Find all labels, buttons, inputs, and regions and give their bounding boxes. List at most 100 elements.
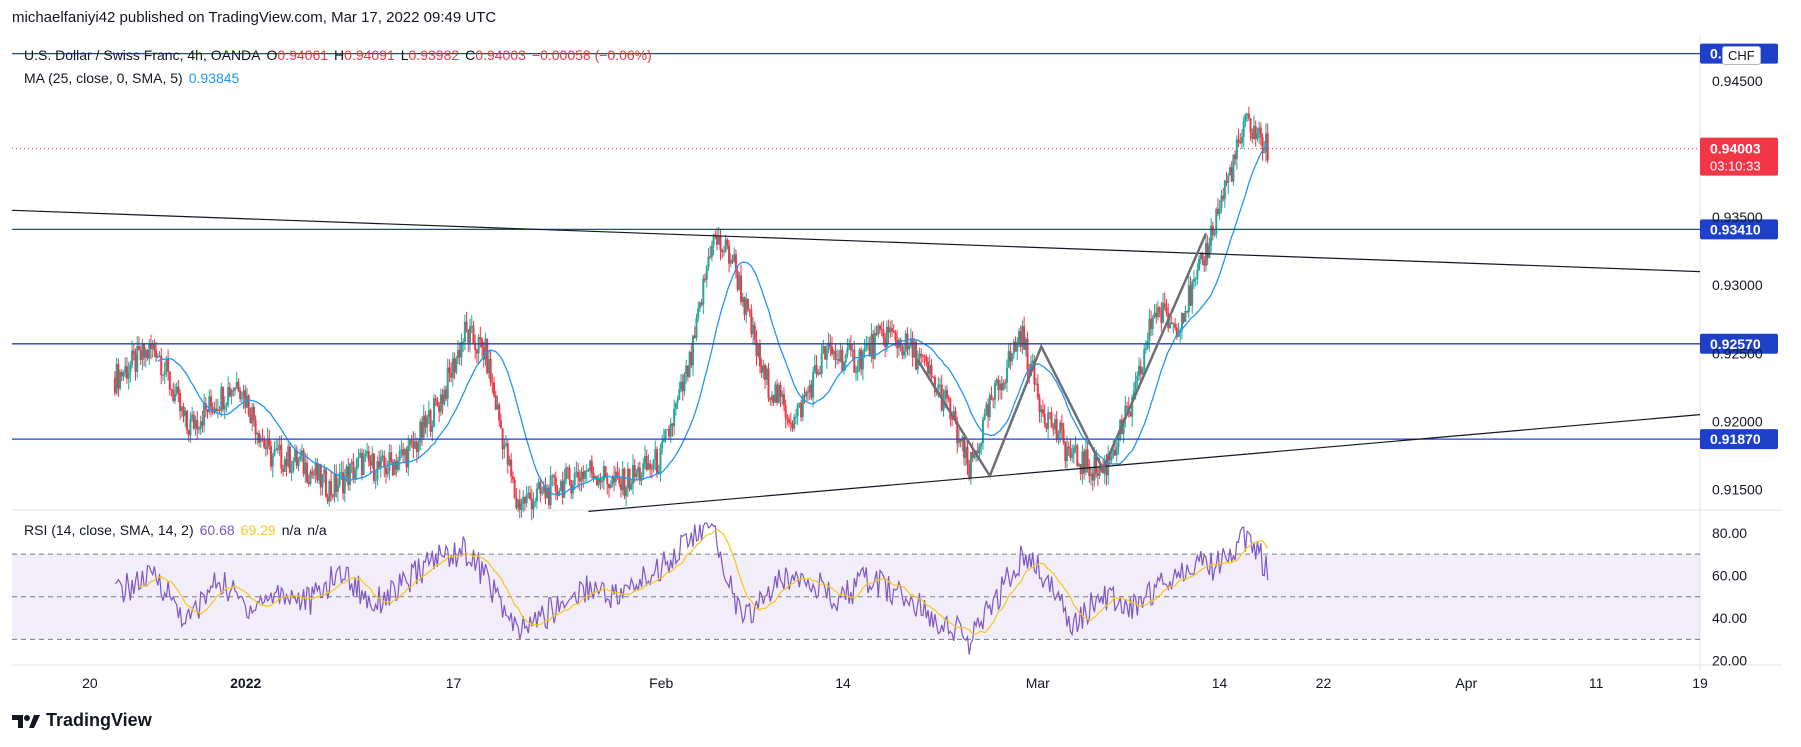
candle-body[interactable] — [642, 463, 645, 477]
candle-body[interactable] — [613, 476, 616, 483]
candle-body[interactable] — [841, 349, 844, 371]
candle-body[interactable] — [625, 487, 628, 497]
candle-body[interactable] — [969, 452, 972, 478]
candle-body[interactable] — [899, 339, 902, 347]
candle-body[interactable] — [554, 477, 557, 492]
candle-body[interactable] — [359, 452, 362, 458]
candle-body[interactable] — [1139, 365, 1142, 375]
candle-body[interactable] — [498, 404, 501, 421]
chart-pattern-drawing[interactable] — [916, 232, 1208, 479]
candle-body[interactable] — [846, 347, 849, 355]
candle-body[interactable] — [894, 332, 897, 341]
candle-body[interactable] — [1016, 343, 1019, 352]
candle-body[interactable] — [246, 395, 249, 408]
candle-body[interactable] — [167, 359, 170, 372]
candle-body[interactable] — [362, 456, 365, 475]
candle-body[interactable] — [753, 325, 756, 341]
candle-body[interactable] — [968, 464, 971, 478]
candle-body[interactable] — [414, 441, 417, 449]
candle-body[interactable] — [762, 364, 765, 373]
candle-body[interactable] — [1198, 259, 1201, 270]
candle-body[interactable] — [182, 406, 185, 417]
candle-body[interactable] — [741, 297, 744, 303]
candle-body[interactable] — [222, 387, 224, 410]
candle-body[interactable] — [1117, 439, 1120, 448]
candle-body[interactable] — [1203, 259, 1206, 266]
candle-body[interactable] — [455, 358, 458, 373]
candle-body[interactable] — [208, 396, 211, 413]
candle-body[interactable] — [1126, 406, 1129, 408]
candle-body[interactable] — [1222, 195, 1225, 200]
candle-body[interactable] — [1023, 326, 1026, 350]
candle-body[interactable] — [532, 501, 535, 510]
candle-body[interactable] — [908, 345, 911, 350]
candle-body[interactable] — [602, 466, 605, 481]
candle-body[interactable] — [300, 450, 303, 456]
candle-body[interactable] — [426, 417, 429, 428]
candle-body[interactable] — [1165, 307, 1168, 313]
candle-body[interactable] — [263, 439, 266, 448]
candle-body[interactable] — [213, 408, 216, 413]
candle-body[interactable] — [909, 338, 912, 346]
candle-body[interactable] — [873, 332, 876, 360]
candle-body[interactable] — [1004, 382, 1007, 384]
candle-body[interactable] — [153, 344, 156, 351]
candle-body[interactable] — [1211, 225, 1214, 236]
candle-body[interactable] — [1002, 382, 1005, 391]
candle-body[interactable] — [523, 496, 526, 504]
candle-body[interactable] — [1009, 350, 1012, 362]
candle-body[interactable] — [321, 474, 324, 488]
candle-body[interactable] — [379, 456, 382, 468]
candle-body[interactable] — [129, 364, 132, 373]
candle-body[interactable] — [587, 470, 590, 472]
candle-body[interactable] — [796, 404, 799, 417]
candle-body[interactable] — [1066, 446, 1068, 462]
candle-body[interactable] — [506, 443, 509, 465]
candle-body[interactable] — [640, 476, 643, 481]
candle-body[interactable] — [215, 408, 218, 411]
candle-body[interactable] — [872, 334, 875, 360]
candle-body[interactable] — [803, 395, 806, 397]
candle-body[interactable] — [697, 308, 700, 318]
candle-body[interactable] — [336, 485, 339, 492]
candle-body[interactable] — [240, 398, 243, 400]
candle-body[interactable] — [149, 343, 152, 349]
candle-body[interactable] — [408, 440, 411, 446]
candle-body[interactable] — [1191, 281, 1194, 306]
candle-body[interactable] — [173, 394, 176, 401]
candle-body[interactable] — [304, 462, 307, 475]
candle-body[interactable] — [390, 452, 393, 462]
candle-body[interactable] — [772, 395, 775, 403]
candle-body[interactable] — [717, 235, 720, 245]
candle-body[interactable] — [438, 405, 441, 412]
candle-body[interactable] — [716, 235, 719, 245]
candle-body[interactable] — [206, 409, 209, 413]
candle-body[interactable] — [474, 343, 477, 350]
candle-body[interactable] — [885, 326, 888, 348]
candle-body[interactable] — [1259, 127, 1262, 138]
candle-body[interactable] — [1155, 312, 1158, 318]
candle-body[interactable] — [1206, 242, 1209, 259]
candle-body[interactable] — [134, 353, 137, 372]
candle-body[interactable] — [366, 451, 369, 454]
candle-body[interactable] — [755, 340, 758, 357]
candle-body[interactable] — [1021, 326, 1024, 347]
candle-body[interactable] — [664, 430, 667, 440]
candle-body[interactable] — [1263, 151, 1266, 154]
candle-body[interactable] — [400, 449, 403, 452]
candle-body[interactable] — [702, 278, 705, 305]
candle-body[interactable] — [1012, 341, 1015, 354]
candle-body[interactable] — [165, 359, 168, 372]
candle-body[interactable] — [148, 343, 151, 359]
candle-body[interactable] — [680, 381, 683, 390]
candle-body[interactable] — [185, 410, 188, 430]
candle-body[interactable] — [462, 341, 465, 343]
candle-body[interactable] — [824, 345, 827, 360]
candle-body[interactable] — [1017, 331, 1020, 344]
candle-body[interactable] — [1050, 412, 1053, 428]
candle-body[interactable] — [168, 371, 171, 390]
candle-body[interactable] — [592, 472, 595, 480]
candle-body[interactable] — [491, 382, 494, 384]
candle-body[interactable] — [1071, 453, 1074, 458]
candle-body[interactable] — [913, 341, 916, 358]
